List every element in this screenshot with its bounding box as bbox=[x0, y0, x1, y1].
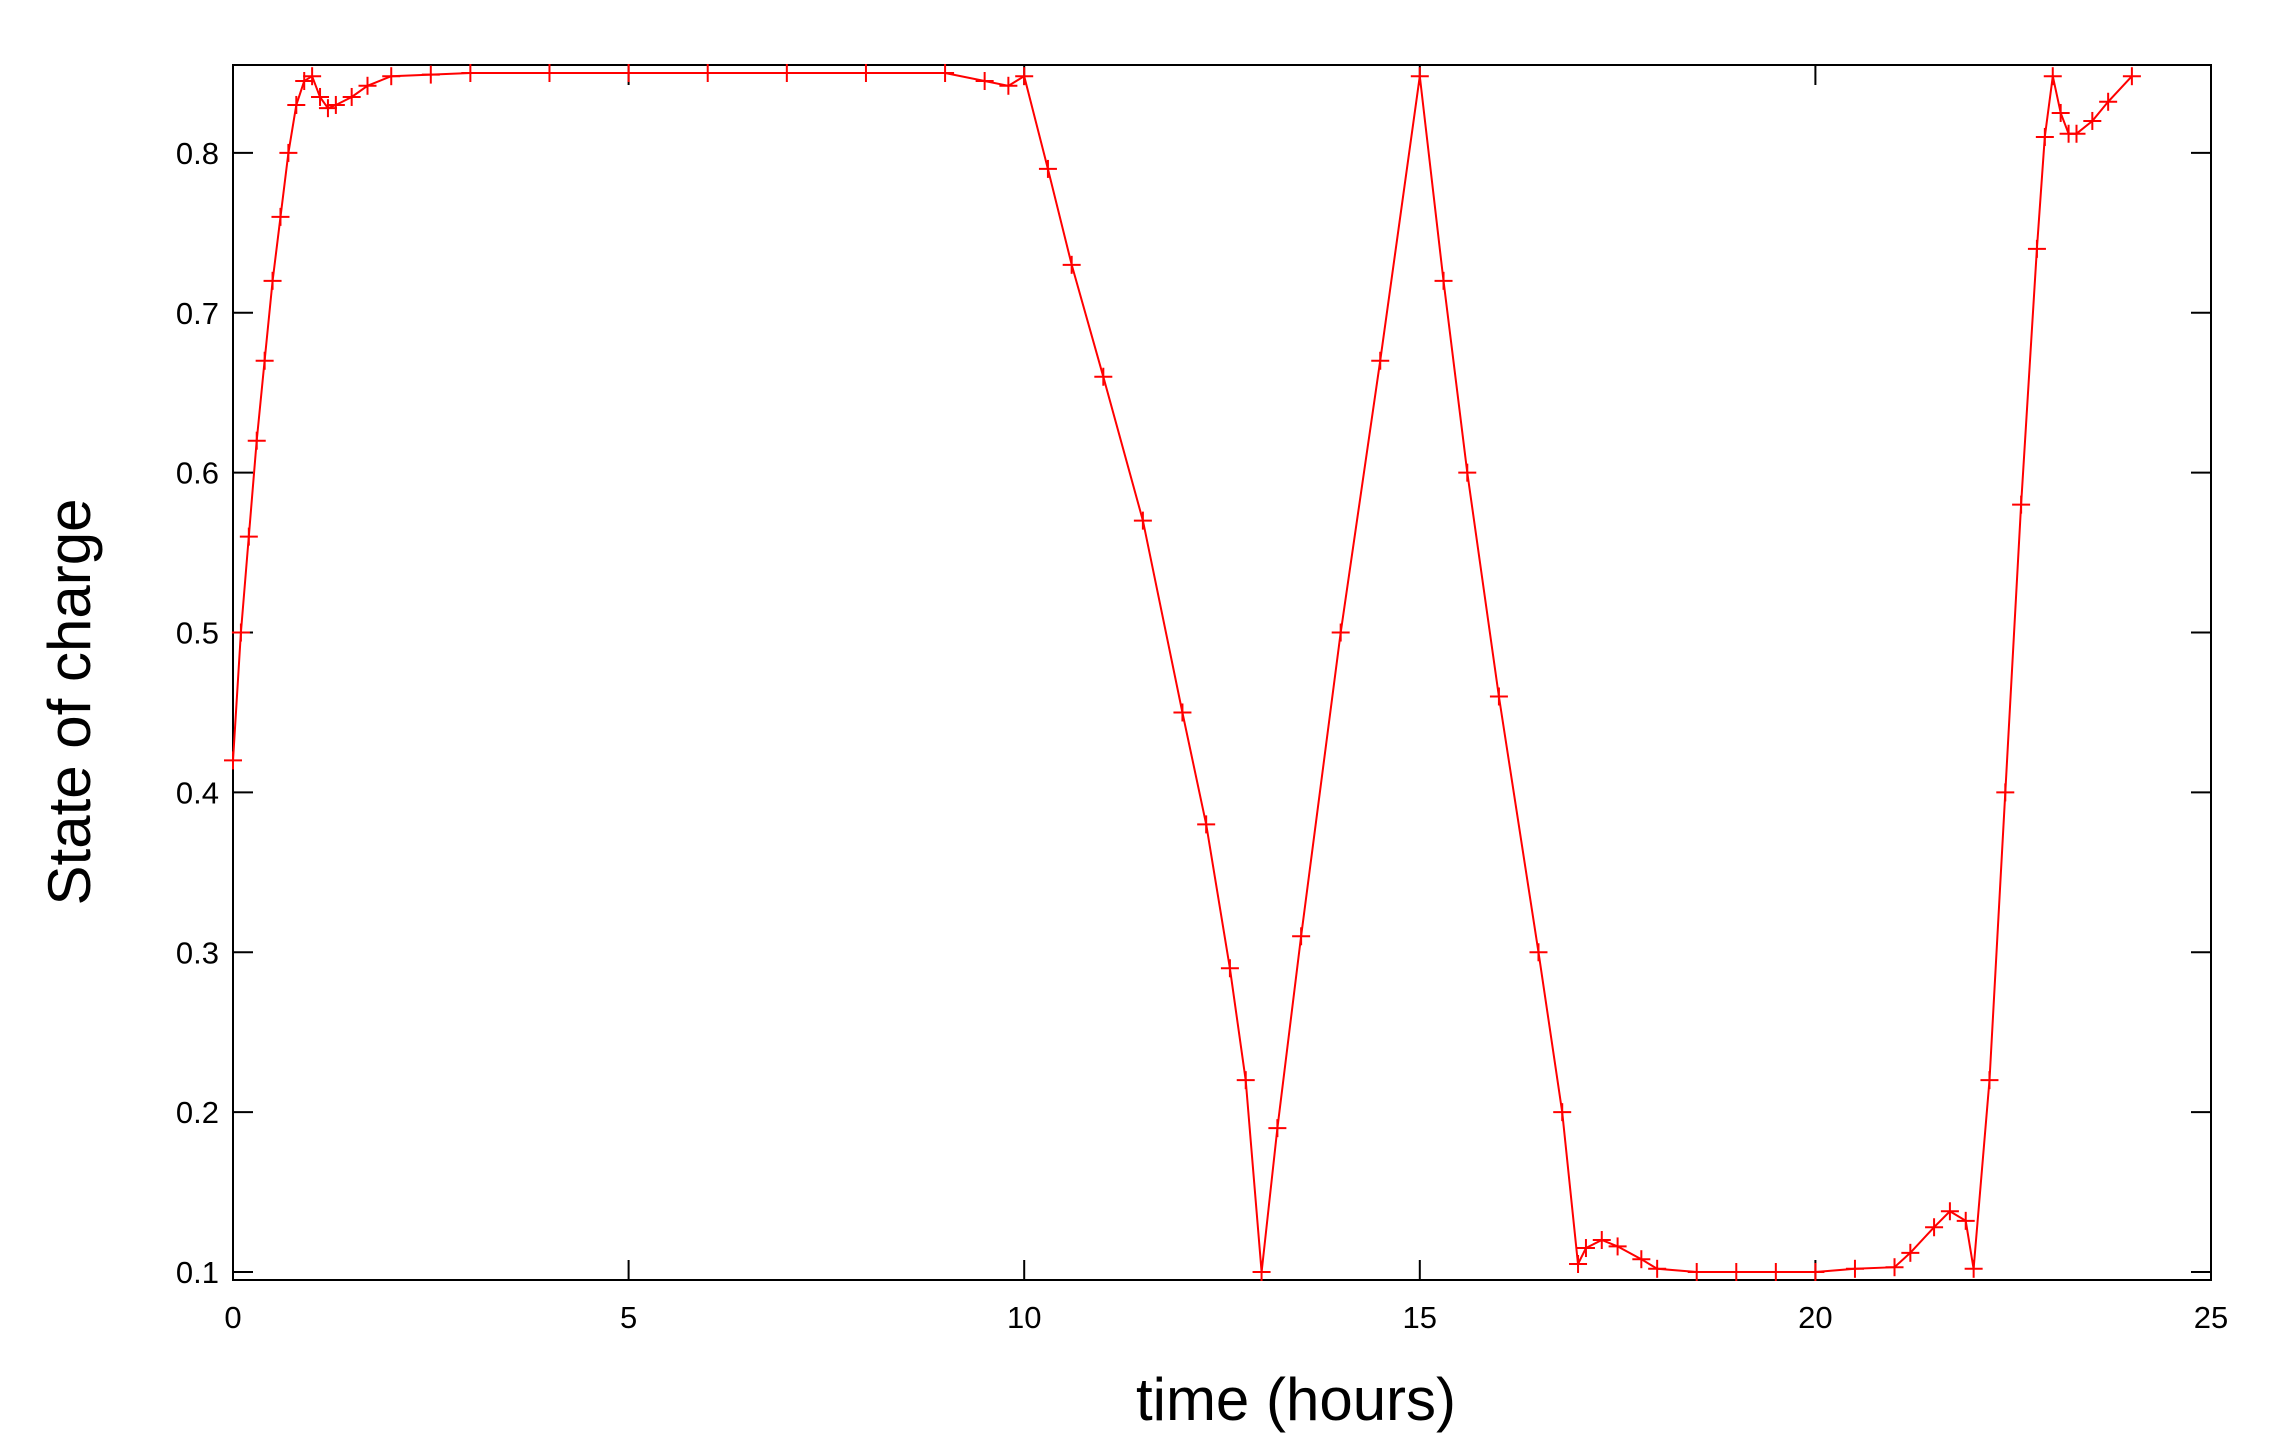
data-point bbox=[1133, 511, 1152, 530]
data-point bbox=[224, 751, 242, 770]
data-point bbox=[1252, 1263, 1271, 1282]
y-tick-label: 0.1 bbox=[176, 1255, 219, 1290]
data-point bbox=[318, 99, 337, 118]
y-axis-ticks: 0.1 0.2 0.3 0.4 0.5 0.6 0.7 0.8 bbox=[176, 136, 2211, 1290]
data-point bbox=[1529, 943, 1548, 962]
series-markers bbox=[224, 63, 2141, 1282]
data-point bbox=[2051, 103, 2070, 122]
data-point bbox=[2012, 495, 2031, 514]
data-point bbox=[1940, 1202, 1959, 1221]
data-point bbox=[698, 63, 717, 82]
data-point bbox=[1062, 255, 1081, 274]
series-line bbox=[232, 72, 2133, 1273]
y-tick-label: 0.7 bbox=[176, 296, 219, 331]
data-point bbox=[1980, 1071, 1999, 1090]
y-tick-label: 0.5 bbox=[176, 616, 219, 651]
data-point bbox=[1094, 367, 1113, 386]
data-point bbox=[421, 65, 440, 84]
data-point bbox=[1220, 959, 1239, 978]
data-point bbox=[975, 71, 994, 90]
data-point bbox=[342, 87, 361, 106]
data-point bbox=[1687, 1263, 1706, 1282]
data-point bbox=[247, 431, 266, 450]
y-tick-label: 0.6 bbox=[176, 456, 219, 491]
y-tick-label: 0.4 bbox=[176, 775, 219, 810]
data-point bbox=[279, 143, 298, 162]
data-point bbox=[1268, 1119, 1287, 1138]
data-point bbox=[1553, 1103, 1572, 1122]
x-tick-label: 0 bbox=[224, 1300, 241, 1335]
x-tick-label: 25 bbox=[2194, 1300, 2228, 1335]
y-axis-title: State of charge bbox=[36, 499, 103, 906]
data-point bbox=[1569, 1255, 1588, 1274]
data-point bbox=[311, 87, 330, 106]
data-point bbox=[1845, 1259, 1864, 1278]
data-point bbox=[231, 623, 250, 642]
data-point bbox=[1489, 687, 1508, 706]
data-point bbox=[1648, 1259, 1667, 1278]
data-point bbox=[287, 95, 306, 114]
data-point bbox=[1885, 1258, 1904, 1277]
y-tick-label: 0.3 bbox=[176, 935, 219, 970]
data-point bbox=[1410, 67, 1429, 86]
data-point bbox=[295, 71, 314, 90]
x-axis-ticks: 0 5 10 15 20 25 bbox=[224, 65, 2228, 1335]
data-point bbox=[461, 63, 480, 82]
y-tick-label: 0.8 bbox=[176, 136, 219, 171]
data-point bbox=[1996, 783, 2015, 802]
data-point bbox=[999, 76, 1018, 95]
data-point bbox=[2043, 67, 2062, 86]
data-point bbox=[1956, 1211, 1975, 1230]
data-point bbox=[1592, 1231, 1611, 1250]
data-point bbox=[1901, 1243, 1920, 1262]
data-point bbox=[2122, 67, 2141, 86]
data-point bbox=[303, 67, 322, 86]
data-point bbox=[540, 63, 559, 82]
x-tick-label: 5 bbox=[620, 1300, 637, 1335]
data-point bbox=[1292, 927, 1311, 946]
data-point bbox=[1576, 1239, 1595, 1258]
data-point bbox=[326, 95, 345, 114]
data-point bbox=[1608, 1237, 1627, 1256]
data-point bbox=[1015, 67, 1034, 86]
data-point bbox=[1371, 351, 1390, 370]
x-tick-label: 15 bbox=[1403, 1300, 1437, 1335]
data-point bbox=[1806, 1263, 1825, 1282]
data-point bbox=[271, 207, 290, 226]
data-point bbox=[1632, 1250, 1651, 1269]
data-point bbox=[2035, 127, 2054, 146]
data-point bbox=[2027, 239, 2046, 258]
data-point bbox=[777, 63, 796, 82]
data-point bbox=[619, 63, 638, 82]
data-point bbox=[1197, 815, 1216, 834]
data-point bbox=[856, 63, 875, 82]
data-point bbox=[263, 271, 282, 290]
data-point bbox=[382, 67, 401, 86]
data-point bbox=[1727, 1263, 1746, 1282]
data-point bbox=[1458, 463, 1477, 482]
y-tick-label: 0.2 bbox=[176, 1095, 219, 1130]
data-point bbox=[239, 527, 258, 546]
data-point bbox=[1925, 1218, 1944, 1237]
data-point bbox=[2067, 124, 2086, 143]
data-point bbox=[2083, 111, 2102, 130]
data-point bbox=[1236, 1071, 1255, 1090]
data-point bbox=[255, 351, 274, 370]
x-tick-label: 10 bbox=[1007, 1300, 1041, 1335]
data-point bbox=[1173, 703, 1192, 722]
plot-frame bbox=[232, 64, 2212, 1281]
data-point bbox=[358, 76, 377, 95]
x-tick-label: 20 bbox=[1798, 1300, 1832, 1335]
x-axis-title: time (hours) bbox=[1136, 1366, 1456, 1433]
data-point bbox=[936, 63, 955, 82]
data-point bbox=[1434, 271, 1453, 290]
data-point bbox=[2099, 92, 2118, 111]
data-point bbox=[1766, 1263, 1785, 1282]
data-point bbox=[1038, 159, 1057, 178]
data-point bbox=[1331, 623, 1350, 642]
data-point bbox=[1964, 1259, 1983, 1278]
